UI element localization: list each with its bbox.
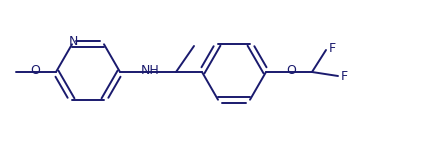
Text: O: O bbox=[286, 64, 296, 78]
Text: F: F bbox=[341, 69, 347, 82]
Text: O: O bbox=[30, 64, 40, 78]
Text: F: F bbox=[329, 42, 335, 54]
Text: N: N bbox=[68, 35, 78, 48]
Text: NH: NH bbox=[141, 64, 160, 78]
